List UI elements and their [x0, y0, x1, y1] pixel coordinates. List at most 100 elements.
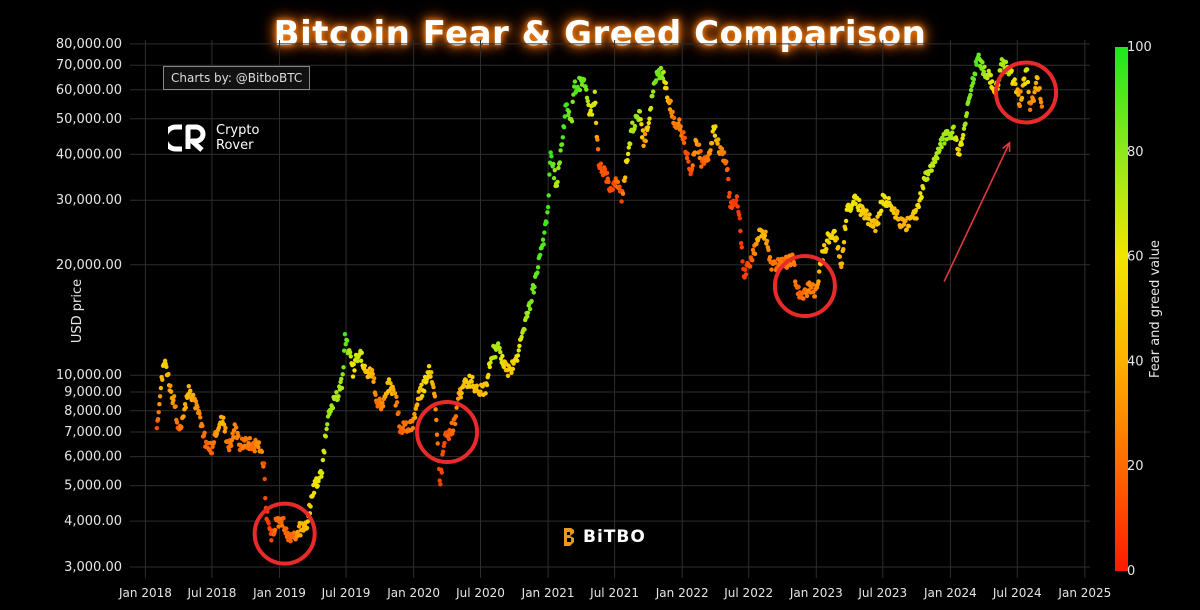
data-point [886, 196, 891, 201]
data-point [961, 126, 967, 131]
data-point [556, 165, 561, 171]
data-point [974, 62, 979, 67]
data-point [914, 216, 919, 221]
data-point [525, 310, 531, 315]
data-point [298, 533, 303, 538]
data-point [422, 389, 427, 394]
x-tick-label: Jan 2022 [655, 586, 709, 600]
x-tick-label: Jul 2020 [455, 586, 505, 600]
data-point [391, 387, 396, 392]
data-point [701, 161, 707, 166]
chart-title: Bitcoin Fear & Greed Comparison [273, 14, 927, 54]
data-point [426, 364, 432, 369]
data-point [288, 539, 293, 544]
data-point [595, 137, 600, 142]
data-point [918, 191, 923, 196]
data-point [1039, 104, 1045, 109]
logo-line-1: Crypto [216, 123, 260, 138]
data-point [416, 389, 421, 394]
data-point [663, 80, 668, 86]
data-point [617, 184, 622, 189]
data-point [193, 399, 199, 404]
data-point [790, 252, 795, 257]
data-point [830, 235, 835, 241]
data-point [1013, 81, 1018, 87]
data-point [266, 521, 271, 526]
data-point [577, 87, 583, 93]
data-point [547, 172, 552, 177]
data-point [937, 148, 942, 153]
grid [130, 40, 1090, 578]
data-point [837, 254, 842, 259]
data-point [446, 436, 452, 442]
data-point [626, 145, 631, 150]
data-point [593, 100, 598, 106]
data-point [906, 223, 912, 229]
data-point [222, 429, 227, 434]
data-point [549, 154, 554, 159]
data-point [372, 376, 377, 381]
data-point [867, 212, 872, 217]
data-point [1019, 95, 1025, 101]
data-point [641, 143, 646, 148]
data-point [262, 476, 267, 482]
data-point [166, 371, 171, 377]
data-point [769, 267, 774, 272]
data-point [686, 159, 691, 164]
data-point [610, 187, 615, 192]
data-point [650, 93, 655, 99]
data-point [877, 211, 883, 217]
data-point [971, 77, 977, 82]
data-point [340, 372, 345, 377]
data-point [355, 358, 360, 364]
data-point [269, 538, 274, 543]
data-point [572, 79, 578, 84]
data-point [247, 436, 253, 441]
data-point [181, 414, 186, 419]
y-tick-label: 6,000.00 [64, 450, 122, 465]
data-point [211, 440, 217, 445]
data-point [968, 92, 973, 98]
data-point [724, 159, 729, 164]
data-point [685, 151, 690, 156]
colorbar-tick-label: 100 [1127, 40, 1152, 55]
data-point [998, 68, 1003, 73]
data-point [879, 208, 884, 213]
x-tick-label: Jan 2018 [118, 586, 172, 600]
data-point [496, 341, 501, 346]
data-point [348, 354, 353, 359]
data-point [832, 228, 837, 234]
data-point [689, 167, 695, 172]
data-point [713, 124, 718, 129]
data-point [876, 221, 881, 226]
data-point [535, 270, 540, 275]
x-tick-label: Jul 2024 [992, 586, 1042, 600]
data-point [437, 478, 442, 483]
data-point [195, 405, 200, 410]
data-point [322, 450, 327, 455]
data-point [620, 191, 626, 196]
data-point [373, 392, 378, 397]
data-point [725, 166, 730, 172]
data-point [750, 258, 755, 263]
data-point [584, 87, 589, 92]
data-point [736, 212, 742, 217]
data-point [308, 504, 313, 509]
data-point [377, 396, 382, 401]
data-point [1012, 77, 1017, 82]
data-point [796, 284, 801, 290]
data-point [527, 306, 533, 312]
data-point [935, 156, 940, 161]
data-point [804, 293, 810, 299]
x-tick-label: Jul 2022 [723, 586, 773, 600]
x-tick-label: Jan 2019 [252, 586, 306, 600]
colorbar [1115, 47, 1128, 571]
data-point [836, 244, 841, 250]
data-point [453, 421, 458, 427]
data-point [358, 358, 364, 363]
data-point [221, 415, 226, 420]
data-point [380, 404, 386, 409]
data-point [229, 443, 234, 448]
data-point [681, 130, 686, 135]
data-point [434, 417, 439, 423]
